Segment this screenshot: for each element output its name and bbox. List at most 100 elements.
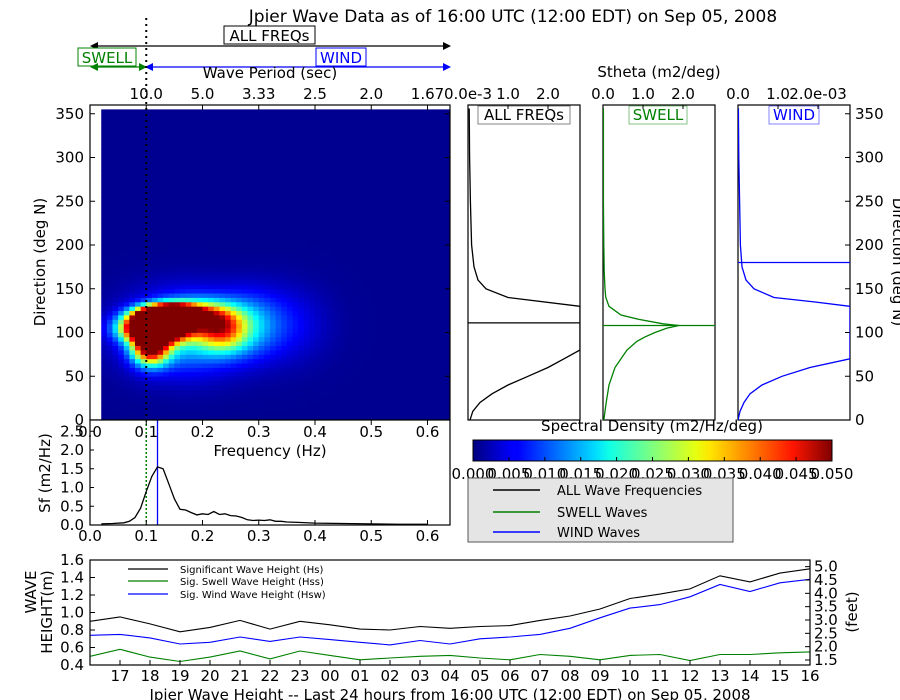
heatmap-cell [208, 118, 215, 123]
heatmap-cell [427, 236, 434, 242]
heatmap-cell [393, 118, 400, 123]
heatmap-cell [101, 288, 108, 294]
heatmap-cell [241, 148, 248, 154]
heatmap-cell [315, 350, 322, 355]
heatmap-cell [309, 258, 316, 263]
hour-tick-label: 04 [440, 667, 459, 685]
heatmap-cell [315, 179, 322, 185]
heatmap-cell [275, 131, 282, 137]
heatmap-cell [112, 354, 119, 360]
heatmap-cell [303, 231, 310, 237]
heatmap-cell [163, 135, 170, 141]
heatmap-cell [320, 310, 327, 316]
heatmap-cell [444, 253, 450, 259]
heatmap-cell [320, 223, 327, 228]
heatmap-cell [230, 118, 237, 123]
heatmap-cell [208, 376, 215, 382]
heatmap-cell [253, 336, 260, 342]
heatmap-cell [286, 161, 293, 167]
heatmap-cell [281, 402, 288, 408]
heatmap-cell [275, 293, 282, 298]
heatmap-cell [286, 336, 293, 342]
heatmap-cell [343, 371, 350, 377]
heatmap-cell [140, 218, 147, 224]
heatmap-cell [123, 301, 130, 307]
heatmap-cell [180, 345, 187, 351]
heatmap-cell [275, 345, 282, 351]
heatmap-cell [399, 188, 406, 193]
heatmap-cell [371, 192, 378, 198]
heatmap-cell [376, 323, 383, 329]
heatmap-cell [247, 363, 254, 368]
heatmap-cell [405, 293, 412, 298]
heatmap-cell [168, 345, 175, 351]
heatmap-cell [123, 253, 130, 259]
heatmap-cell [219, 402, 226, 408]
heatmap-cell [348, 126, 355, 132]
heatmap-cell [270, 336, 277, 342]
heatmap-cell [225, 196, 232, 202]
heatmap-cell [112, 328, 119, 333]
heatmap-cell [236, 406, 243, 412]
heatmap-cell [388, 240, 395, 246]
heatmap-cell [180, 196, 187, 202]
heatmap-cell [315, 227, 322, 233]
heatmap-cell [168, 380, 175, 386]
heatmap-cell [331, 258, 338, 263]
heatmap-cell [230, 323, 237, 329]
heatmap-cell [123, 406, 130, 412]
heatmap-cell [320, 245, 327, 250]
heatmap-cell [163, 371, 170, 377]
heatmap-cell [219, 380, 226, 386]
heatmap-cell [253, 315, 260, 320]
heatmap-cell [371, 253, 378, 259]
heatmap-cell [253, 332, 260, 338]
heatmap-cell [281, 210, 288, 215]
heatmap-cell [354, 153, 361, 158]
heatmap-cell [112, 262, 119, 268]
heatmap-cell [123, 389, 130, 395]
heatmap-cell [196, 350, 203, 355]
heatmap-cell [421, 319, 428, 325]
heatmap-cell [146, 306, 153, 312]
heatmap-cell [438, 201, 445, 207]
heatmap-cell [427, 385, 434, 390]
heatmap-cell [292, 231, 299, 237]
heatmap-cell [320, 148, 327, 154]
heatmap-cell [315, 113, 322, 119]
heatmap-cell [348, 144, 355, 150]
heatmap-cell [118, 192, 125, 198]
heatmap-cell [163, 170, 170, 176]
heatmap-cell [444, 166, 450, 172]
heatmap-cell [151, 144, 158, 150]
heatmap-cell [393, 288, 400, 294]
stheta-wind-panel: WIND [737, 104, 851, 421]
heatmap-cell [433, 122, 440, 128]
heatmap-cell [241, 218, 248, 224]
heatmap-cell [421, 306, 428, 312]
heatmap-cell [163, 288, 170, 294]
heatmap-cell [365, 389, 372, 395]
heatmap-cell [286, 258, 293, 263]
heatmap-cell [101, 161, 108, 167]
sf-series-line [101, 466, 428, 525]
heatmap-cell [230, 341, 237, 347]
heatmap-cell [196, 385, 203, 390]
heatmap-cell [174, 288, 181, 294]
heatmap-cell [371, 118, 378, 123]
heatmap-cell [365, 231, 372, 237]
heatmap-cell [365, 358, 372, 364]
heatmap-cell [208, 385, 215, 390]
heatmap-cell [393, 201, 400, 207]
heatmap-cell [258, 332, 265, 338]
heatmap-cell [410, 245, 417, 250]
heatmap-cell [146, 135, 153, 141]
heatmap-cell [331, 262, 338, 268]
heatmap-cell [140, 288, 147, 294]
heatmap-cell [174, 319, 181, 325]
heatmap-cell [275, 227, 282, 233]
heatmap-cell [202, 393, 209, 399]
heatmap-cell [163, 179, 170, 185]
heatmap-cell [292, 253, 299, 259]
heatmap-cell [118, 301, 125, 307]
